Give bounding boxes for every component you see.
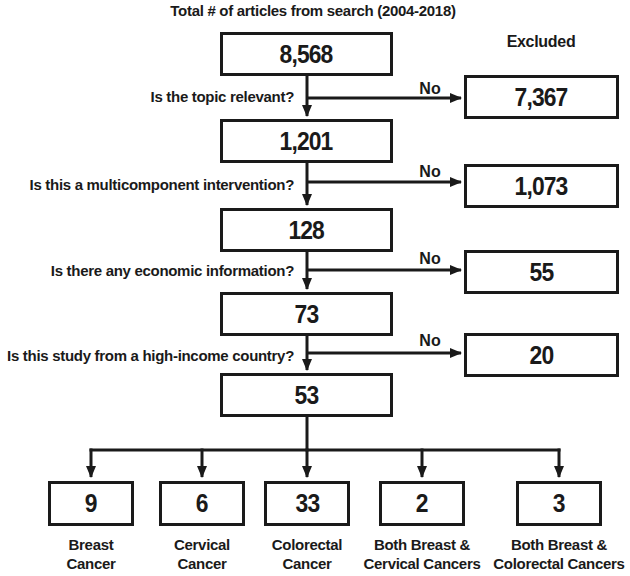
no-branch-label: No <box>408 163 452 181</box>
excluded-count: 1,073 <box>515 171 568 202</box>
category-count: 6 <box>196 488 208 519</box>
no-branch-label: No <box>408 332 452 350</box>
stage-box-economic: 73 <box>220 292 393 336</box>
category-box-breast: 9 <box>48 481 134 526</box>
excluded-box-income: 20 <box>464 333 619 377</box>
excluded-count: 55 <box>530 257 554 288</box>
stage-count: 8,568 <box>280 39 333 70</box>
figure-title: Total # of articles from search (2004-20… <box>133 2 493 19</box>
category-label-line1: Both Breast & <box>347 535 497 554</box>
question-economic-info: Is there any economic information? <box>51 262 294 279</box>
category-box-cervical: 6 <box>159 481 245 526</box>
excluded-box-economic: 55 <box>464 250 619 294</box>
excluded-column-header: Excluded <box>466 33 616 51</box>
stage-box-total: 8,568 <box>220 32 393 76</box>
category-label-line1: Both Breast & <box>484 535 630 554</box>
category-box-breast-colorectal: 3 <box>516 481 602 526</box>
stage-count: 73 <box>295 299 319 330</box>
excluded-box-multicomponent: 1,073 <box>464 164 619 208</box>
category-label-breast-colorectal: Both Breast & Colorectal Cancers <box>484 535 630 573</box>
stage-count: 53 <box>295 380 319 411</box>
question-multicomponent: Is this a multicomponent intervention? <box>30 176 294 193</box>
category-count: 9 <box>85 488 97 519</box>
category-box-breast-cervical: 2 <box>379 481 465 526</box>
category-count: 33 <box>295 488 319 519</box>
stage-box-relevant: 1,201 <box>220 119 393 163</box>
category-label-breast-cervical: Both Breast & Cervical Cancers <box>347 535 497 573</box>
stage-box-included: 53 <box>220 373 393 417</box>
category-box-colorectal: 33 <box>264 481 350 526</box>
category-label-line2: Cervical Cancers <box>347 554 497 573</box>
excluded-count: 7,367 <box>515 82 568 113</box>
category-label-line2: Colorectal Cancers <box>484 554 630 573</box>
no-branch-label: No <box>408 80 452 98</box>
stage-count: 128 <box>289 215 325 246</box>
stage-box-multicomponent: 128 <box>220 208 393 252</box>
stage-count: 1,201 <box>280 126 333 157</box>
excluded-box-relevance: 7,367 <box>464 75 619 119</box>
excluded-count: 20 <box>530 340 554 371</box>
category-count: 3 <box>553 488 565 519</box>
question-topic-relevant: Is the topic relevant? <box>151 88 294 105</box>
no-branch-label: No <box>408 250 452 268</box>
category-count: 2 <box>416 488 428 519</box>
article-screening-flowchart: Total # of articles from search (2004-20… <box>0 0 630 576</box>
question-high-income: Is this study from a high-income country… <box>7 347 294 364</box>
